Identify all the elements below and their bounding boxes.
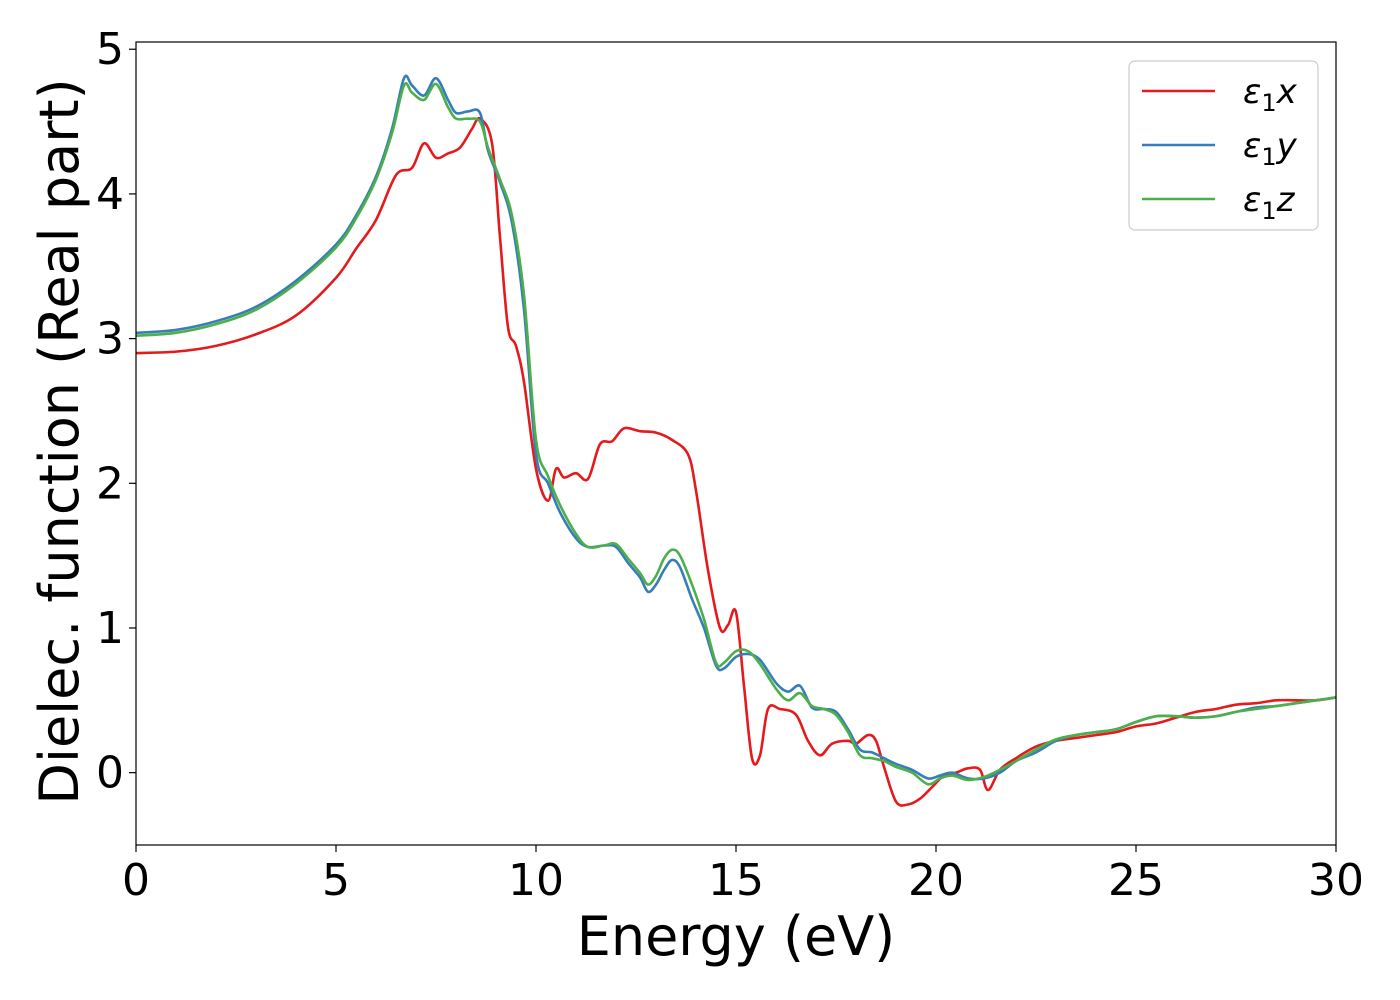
- x-tick-label: 15: [708, 855, 764, 906]
- y-tick-label: 2: [96, 458, 124, 509]
- series-line-x: [136, 116, 1336, 807]
- legend-label-y: ε1y: [1243, 126, 1298, 171]
- y-tick-label: 3: [96, 314, 124, 365]
- legend-label-z: ε1z: [1243, 180, 1296, 225]
- y-tick-label: 5: [96, 24, 124, 75]
- y-axis-title: Dielec. function (Real part): [28, 78, 91, 804]
- x-tick-label: 20: [908, 855, 964, 906]
- y-tick-label: 4: [96, 169, 124, 220]
- x-tick-label: 10: [508, 855, 564, 906]
- x-tick-label: 25: [1108, 855, 1164, 906]
- y-axis-ticks: 0 1 2 3 4 5: [96, 24, 136, 799]
- x-tick-label: 30: [1308, 855, 1364, 906]
- x-axis-title: Energy (eV): [577, 905, 896, 968]
- x-tick-label: 5: [322, 855, 350, 906]
- series-layer: [136, 74, 1336, 807]
- legend-label-x: ε1x: [1243, 72, 1298, 117]
- y-tick-label: 1: [96, 603, 124, 654]
- legend-box: [1128, 60, 1319, 231]
- y-tick-label: 0: [96, 748, 124, 799]
- series-line-z: [136, 82, 1336, 786]
- legend: ε1x ε1y ε1z: [1128, 60, 1319, 231]
- x-tick-label: 0: [122, 855, 150, 906]
- x-axis-ticks: 0 5 10 15 20 25 30: [122, 845, 1364, 906]
